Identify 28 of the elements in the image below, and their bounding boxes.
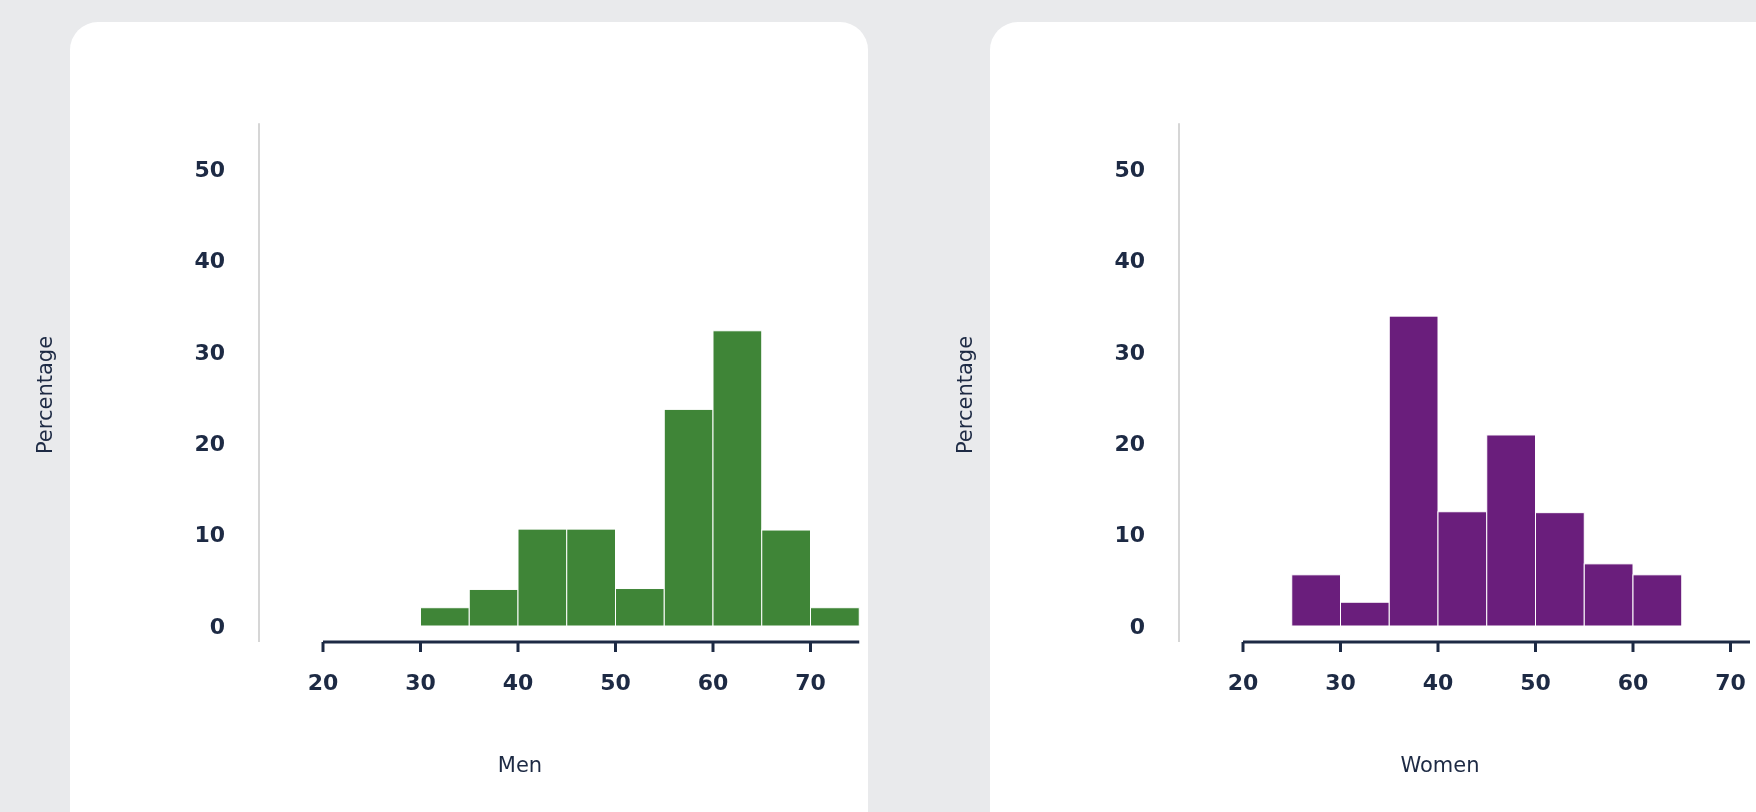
y-tick-label: 30	[1114, 339, 1145, 365]
x-tick-label: 60	[697, 670, 729, 695]
y-tick-label: 50	[1114, 156, 1145, 182]
y-tick-label: 10	[194, 522, 225, 548]
y-tick-label: 50	[194, 156, 225, 182]
x-tick-label: 70	[795, 670, 826, 695]
y-axis-title: Percentage	[953, 335, 977, 455]
x-tick-label: 30	[405, 670, 436, 695]
y-tick-label: 0	[209, 613, 225, 639]
y-axis-title: Percentage	[33, 335, 57, 455]
y-tick-label: 40	[1114, 248, 1145, 274]
y-tick-label: 40	[194, 248, 225, 274]
x-tick-label: 60	[1617, 670, 1649, 695]
x-tick-label: 40	[502, 670, 534, 695]
x-axis-title: Women	[1400, 753, 1480, 777]
x-tick-label: 30	[1325, 670, 1356, 695]
y-tick-label: 20	[1114, 430, 1145, 456]
x-axis-title: Men	[497, 753, 543, 777]
y-tick-label: 10	[1114, 522, 1145, 548]
x-tick-label: 50	[1520, 670, 1551, 695]
x-tick-label: 20	[307, 670, 339, 695]
x-tick-label: 50	[600, 670, 631, 695]
x-tick-label: 40	[1422, 670, 1454, 695]
y-tick-label: 30	[194, 339, 225, 365]
y-tick-label: 0	[1129, 613, 1145, 639]
y-tick-label: 20	[194, 430, 225, 456]
x-tick-label: 70	[1715, 670, 1746, 695]
x-tick-label: 20	[1227, 670, 1259, 695]
